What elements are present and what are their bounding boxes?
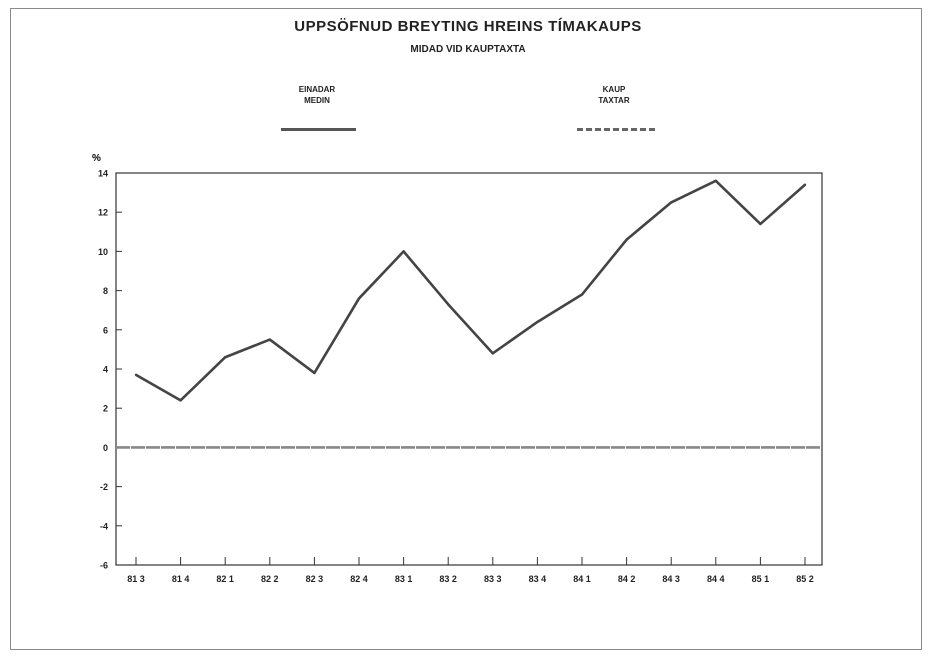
data-point <box>134 373 138 377</box>
x-tick-label: 81 3 <box>127 574 145 584</box>
y-tick-label: 14 <box>98 169 108 179</box>
y-tick-label: 8 <box>103 286 108 296</box>
data-point <box>714 179 717 183</box>
legend-label-line2: TAXTAR <box>598 96 630 105</box>
y-tick-label: 12 <box>98 208 108 218</box>
x-tick-label: 84 2 <box>618 574 636 584</box>
data-point <box>670 201 673 204</box>
x-tick-label: 84 1 <box>573 574 591 584</box>
chart-title: UPPSÖFNUD BREYTING HREINS TÍMAKAUPS <box>294 18 642 35</box>
data-point <box>536 320 539 324</box>
y-tick-label: 0 <box>103 443 108 453</box>
chart-frame <box>10 8 922 650</box>
data-point <box>402 250 405 253</box>
x-tick-label: 85 1 <box>752 574 770 584</box>
data-point <box>447 303 450 306</box>
x-tick-label: 83 4 <box>529 574 547 584</box>
legend-entry-einadar-medin: EINADAR MEDIN <box>257 84 377 106</box>
y-tick-label: 2 <box>103 404 108 414</box>
y-tick-label: -6 <box>100 561 108 571</box>
series-line-einadar-medin <box>135 179 806 402</box>
data-point <box>179 399 182 402</box>
chart-subtitle: MIDAD VID KAUPTAXTA <box>410 44 526 55</box>
legend-swatch-solid <box>281 128 356 131</box>
x-tick-label: 83 2 <box>439 574 457 584</box>
x-tick-label: 83 3 <box>484 574 502 584</box>
data-point <box>268 338 271 341</box>
legend-label-line1: EINADAR <box>298 85 336 94</box>
x-tick-label: 81 4 <box>172 574 190 584</box>
y-tick-label: 6 <box>103 325 108 335</box>
plot-area <box>115 172 823 566</box>
y-tick-label: 4 <box>103 365 108 375</box>
data-point <box>580 293 584 296</box>
legend-label-line2: MEDIN <box>304 96 330 105</box>
x-tick-label: 84 3 <box>662 574 680 584</box>
y-axis-label: % <box>92 153 101 164</box>
y-tick-label: -4 <box>100 521 108 531</box>
x-tick-label: 83 1 <box>395 574 413 584</box>
data-point <box>224 356 227 359</box>
y-tick-label: 10 <box>98 247 108 257</box>
x-tick-label: 82 1 <box>216 574 234 584</box>
x-tick-label: 85 2 <box>796 574 814 584</box>
x-tick-label: 84 4 <box>707 574 725 584</box>
y-tick-label: -2 <box>100 482 108 492</box>
x-tick-label: 82 2 <box>261 574 279 584</box>
data-point <box>491 352 494 355</box>
legend-label-line1: KAUP <box>602 85 626 94</box>
x-tick-label: 82 3 <box>306 574 324 584</box>
data-point <box>759 222 762 226</box>
x-tick-label: 82 4 <box>350 574 368 584</box>
data-point <box>313 371 316 375</box>
data-point <box>803 183 807 186</box>
legend-swatch-dashed <box>577 128 655 131</box>
data-point <box>357 297 361 300</box>
legend-entry-kaup-taxtar: KAUP TAXTAR <box>554 84 674 106</box>
data-point <box>625 238 628 241</box>
